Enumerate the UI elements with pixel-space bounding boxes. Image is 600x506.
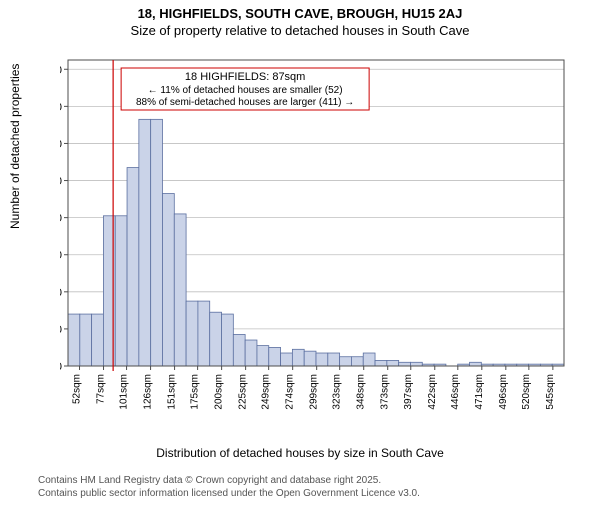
svg-text:160: 160 [60, 64, 62, 76]
histogram-bar [186, 301, 198, 366]
histogram-bar [162, 194, 174, 366]
x-tick-label: 175sqm [190, 374, 201, 410]
x-tick-label: 200sqm [214, 374, 225, 410]
svg-text:120: 120 [60, 138, 62, 150]
histogram-bar [80, 314, 92, 366]
histogram-bar [281, 353, 293, 366]
histogram-bar [470, 362, 482, 366]
x-tick-label: 471sqm [474, 374, 485, 410]
chart-plot-area: 0 20 40 60 80 100 120 140 160 52sqm 77sqm 101sqm 126… [60, 54, 570, 424]
histogram-bar [198, 301, 210, 366]
footer-line-2: Contains public sector information licen… [38, 488, 420, 501]
callout-title: 18 HIGHFIELDS: 87sqm [185, 71, 305, 83]
x-axis-label: Distribution of detached houses by size … [0, 446, 600, 460]
histogram-bar [292, 349, 304, 366]
x-tick-label: 249sqm [261, 374, 272, 410]
x-tick-label: 545sqm [545, 374, 556, 410]
callout-line-larger: 88% of semi-detached houses are larger (… [136, 97, 354, 108]
x-tick-label: 373sqm [380, 374, 391, 410]
histogram-bar [399, 362, 411, 366]
svg-text:0: 0 [60, 361, 62, 373]
x-tick-label: 77sqm [96, 374, 107, 404]
histogram-bar [174, 214, 186, 366]
x-tick-label: 274sqm [285, 374, 296, 410]
histogram-bar [210, 312, 222, 366]
x-tick-label: 422sqm [427, 374, 438, 410]
histogram-bar [328, 353, 340, 366]
histogram-bar [222, 314, 234, 366]
footer-line-1: Contains HM Land Registry data © Crown c… [38, 475, 420, 488]
histogram-bar [68, 314, 80, 366]
x-tick-label: 323sqm [332, 374, 343, 410]
svg-text:60: 60 [60, 250, 62, 262]
svg-text:80: 80 [60, 213, 62, 225]
x-tick-label: 496sqm [498, 374, 509, 410]
svg-text:20: 20 [60, 324, 62, 336]
x-tick-label: 225sqm [238, 374, 249, 410]
histogram-bar [127, 168, 139, 366]
histogram-bar [351, 357, 363, 366]
histogram-bar [233, 334, 245, 366]
histogram-bar [151, 119, 163, 366]
x-tick-label: 52sqm [72, 374, 83, 404]
histogram-bar [363, 353, 375, 366]
histogram-bar [387, 360, 399, 366]
svg-text:140: 140 [60, 101, 62, 113]
x-tick-label: 126sqm [143, 374, 154, 410]
x-tick-label: 446sqm [450, 374, 461, 410]
svg-text:40: 40 [60, 287, 62, 299]
y-axis-label: Number of detached properties [8, 64, 22, 229]
x-tick-label: 151sqm [167, 374, 178, 410]
histogram-bar [139, 119, 151, 366]
histogram-bar [115, 216, 127, 366]
svg-text:100: 100 [60, 176, 62, 188]
histogram-bar [257, 346, 269, 366]
histogram-bar [269, 347, 281, 366]
histogram-bar [340, 357, 352, 366]
x-tick-label: 520sqm [521, 374, 532, 410]
footer-attribution: Contains HM Land Registry data © Crown c… [38, 475, 420, 500]
x-tick-label: 397sqm [403, 374, 414, 410]
histogram-bar [375, 360, 387, 366]
histogram-bar [245, 340, 257, 366]
x-tick-label: 299sqm [309, 374, 320, 410]
chart-title-sub: Size of property relative to detached ho… [0, 23, 600, 38]
x-tick-label: 348sqm [356, 374, 367, 410]
histogram-bar [316, 353, 328, 366]
histogram-bar [304, 351, 316, 366]
chart-title-main: 18, HIGHFIELDS, SOUTH CAVE, BROUGH, HU15… [0, 6, 600, 21]
histogram-bar [410, 362, 422, 366]
chart-svg: 0 20 40 60 80 100 120 140 160 52sqm 77sqm 101sqm 126… [60, 54, 570, 424]
histogram-bar [92, 314, 104, 366]
callout-line-smaller: ← 11% of detached houses are smaller (52… [148, 85, 343, 96]
x-tick-label: 101sqm [119, 374, 130, 410]
